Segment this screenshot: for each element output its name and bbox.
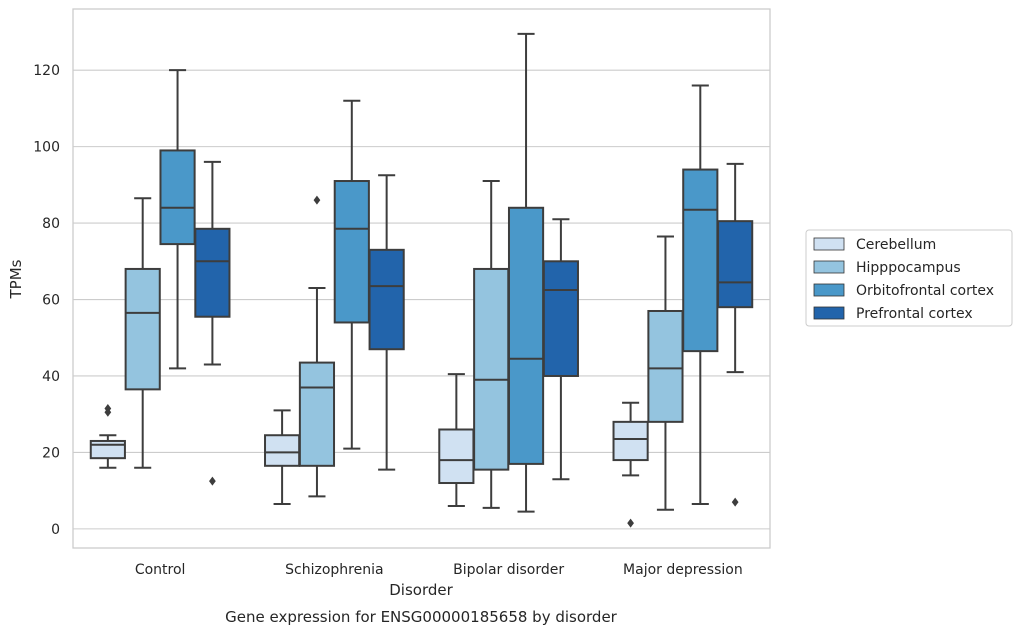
box-prefrontal-cortex-control xyxy=(194,160,231,486)
x-axis-label: Disorder xyxy=(389,581,453,599)
iqr-box xyxy=(507,206,545,465)
x-tick-label: Bipolar disorder xyxy=(453,562,564,578)
outlier-point xyxy=(731,497,739,507)
y-tick-label: 60 xyxy=(42,293,60,309)
legend-label: Orbitofrontal cortex xyxy=(856,283,994,299)
box-orbitofrontal-cortex-schizophrenia xyxy=(333,99,370,450)
iqr-box xyxy=(368,248,405,351)
outlier-point xyxy=(627,518,634,528)
x-tick-label: Major depression xyxy=(623,562,743,578)
box-orbitofrontal-cortex-bipolar-disorder xyxy=(507,32,545,513)
y-tick-label: 100 xyxy=(33,140,60,156)
box-prefrontal-cortex-schizophrenia xyxy=(368,174,405,471)
legend-label: Prefrontal cortex xyxy=(856,306,973,322)
chart-title: Gene expression for ENSG00000185658 by d… xyxy=(225,608,618,626)
y-tick-label: 40 xyxy=(42,369,60,385)
box-cerebellum-bipolar-disorder xyxy=(438,373,475,507)
box-orbitofrontal-cortex-major-depression xyxy=(682,84,719,506)
box-hipppocampus-major-depression xyxy=(647,235,684,511)
box-orbitofrontal-cortex-control xyxy=(159,69,196,370)
box-cerebellum-control xyxy=(89,403,126,469)
iqr-box xyxy=(612,420,649,462)
legend-swatch xyxy=(813,237,845,251)
y-tick-label: 0 xyxy=(51,522,60,538)
x-tick-label: Schizophrenia xyxy=(285,562,383,578)
legend-label: Cerebellum xyxy=(856,237,936,253)
y-tick-label: 80 xyxy=(42,216,60,232)
iqr-box xyxy=(647,309,684,423)
box-prefrontal-cortex-major-depression xyxy=(717,162,754,507)
legend-swatch xyxy=(813,306,845,320)
iqr-box xyxy=(194,227,231,318)
iqr-box xyxy=(124,267,161,391)
box-hipppocampus-bipolar-disorder xyxy=(473,180,510,509)
iqr-box xyxy=(159,149,196,246)
iqr-box xyxy=(542,260,579,377)
box-hipppocampus-control xyxy=(124,197,161,469)
x-tick-labels: Control Schizophrenia Bipolar disorder Majo… xyxy=(135,562,743,578)
y-axis-label: TPMs xyxy=(7,259,25,299)
outlier-point xyxy=(104,403,112,413)
iqr-box xyxy=(682,168,719,353)
plot-frame xyxy=(72,8,771,549)
y-tick-labels: 0 20 40 60 80 100 120 xyxy=(33,63,60,538)
legend-frame xyxy=(805,229,1013,327)
box-hipppocampus-schizophrenia xyxy=(298,195,336,498)
box-prefrontal-cortex-bipolar-disorder xyxy=(542,218,579,481)
iqr-box xyxy=(438,428,475,485)
iqr-box xyxy=(89,439,126,460)
iqr-box xyxy=(333,180,370,324)
iqr-box xyxy=(717,220,754,309)
y-tick-label: 120 xyxy=(33,63,60,79)
box-plot-marks xyxy=(89,32,754,528)
iqr-box xyxy=(264,434,301,467)
outlier-point xyxy=(209,476,216,486)
y-gridlines xyxy=(73,69,770,530)
legend-swatch xyxy=(813,283,845,297)
legend-label: Hipppocampus xyxy=(856,260,961,276)
outlier-point xyxy=(313,195,321,205)
iqr-box xyxy=(473,267,510,471)
box-cerebellum-major-depression xyxy=(612,401,649,528)
iqr-box xyxy=(298,361,336,467)
legend-swatch xyxy=(813,260,845,274)
x-tick-label: Control xyxy=(135,562,186,578)
y-tick-label: 20 xyxy=(42,445,60,461)
legend: Cerebellum Hipppocampus Orbitofrontal cort… xyxy=(805,229,1013,327)
box-cerebellum-schizophrenia xyxy=(264,409,301,506)
